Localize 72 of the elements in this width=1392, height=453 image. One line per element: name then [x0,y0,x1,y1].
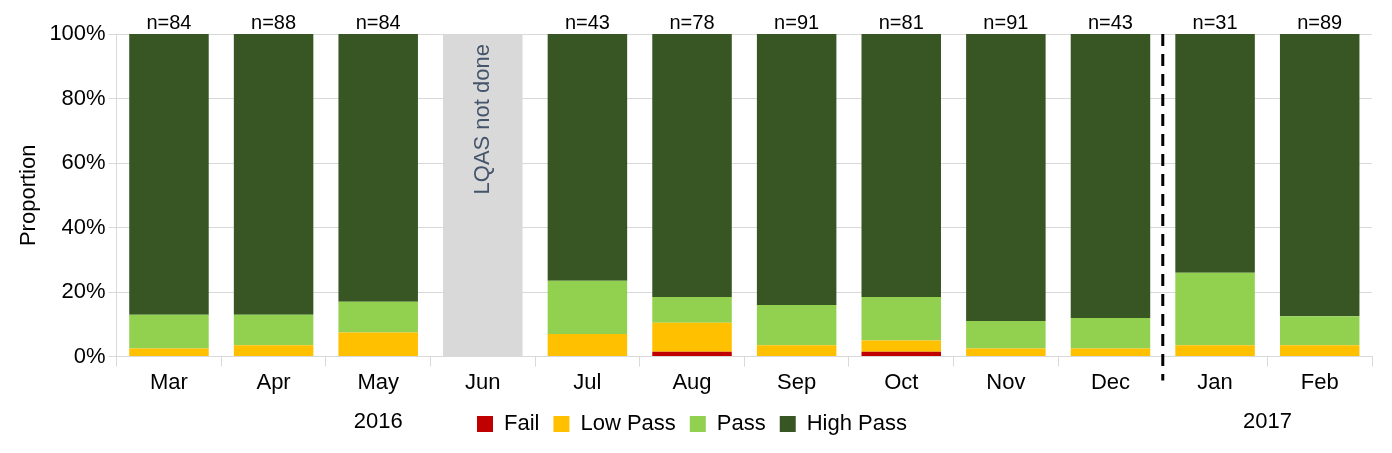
legend-label: High Pass [806,410,908,436]
annotation: n=43 [1087,10,1133,33]
bar [338,332,418,357]
bar [861,340,941,352]
bar [1175,272,1255,346]
bar [547,334,628,357]
bar [756,34,837,305]
bar [1175,34,1255,273]
bar [652,296,732,323]
bar [652,351,732,357]
band-label: LQAS not done [468,44,494,195]
y-tick-label: 20% [61,278,106,304]
bar [1070,317,1151,349]
x-tick-label: May [357,368,399,394]
legend-label: Pass [716,410,766,436]
bar [233,34,314,315]
x-tick-label: Feb [1300,368,1339,394]
y-tick-label: 80% [61,84,106,110]
bar [756,345,837,357]
bar [1279,345,1360,357]
bar [966,34,1046,322]
y-axis-title: Proportion [15,144,41,247]
annotation: n=31 [1192,10,1238,33]
bar [652,34,732,297]
x-tick-label: Oct [884,368,919,394]
bar [1070,348,1151,357]
bar [861,351,941,357]
bar [233,345,314,357]
annotation: n=91 [983,10,1029,33]
bar [1279,34,1360,317]
x-tick-label: Apr [256,368,291,394]
annotation: n=78 [669,10,715,33]
annotation: n=91 [774,10,820,33]
bar [966,321,1046,349]
annotation: n=84 [146,10,192,33]
bar [1070,34,1151,318]
bar [547,34,628,281]
bar [861,34,941,297]
annotation: n=89 [1297,10,1343,33]
annotation: n=88 [251,10,297,33]
y-tick-label: 40% [61,213,106,239]
y-tick-label: 60% [61,149,106,175]
text: 2017 [1242,408,1292,434]
y-tick-label: 0% [73,342,106,368]
bar [652,322,732,352]
annotation: n=81 [878,10,924,33]
text: 2016 [353,408,403,434]
bar [129,34,209,315]
legend-label: Low Pass [580,410,676,436]
bar [966,348,1046,357]
annotation: n=84 [355,10,401,33]
bar [338,34,418,302]
bar [1175,345,1255,357]
x-tick-label: Nov [986,368,1026,394]
x-tick-label: Jul [573,368,602,394]
bar [129,314,209,349]
annotation: n=43 [564,10,610,33]
x-tick-label: Sep [777,368,817,394]
x-tick-label: Aug [672,368,712,394]
x-tick-label: Dec [1090,368,1131,394]
bar [861,296,941,341]
bar [547,280,628,335]
x-tick-label: Jan [1197,368,1233,394]
x-tick-label: Mar [150,368,188,394]
bar [129,348,209,357]
bar [756,304,837,346]
bar [233,314,314,346]
x-tick-label: Jun [465,368,501,394]
bar [338,301,418,333]
bar [1279,316,1360,346]
legend-label: Fail [504,410,540,436]
y-tick-label: 100% [49,20,106,46]
